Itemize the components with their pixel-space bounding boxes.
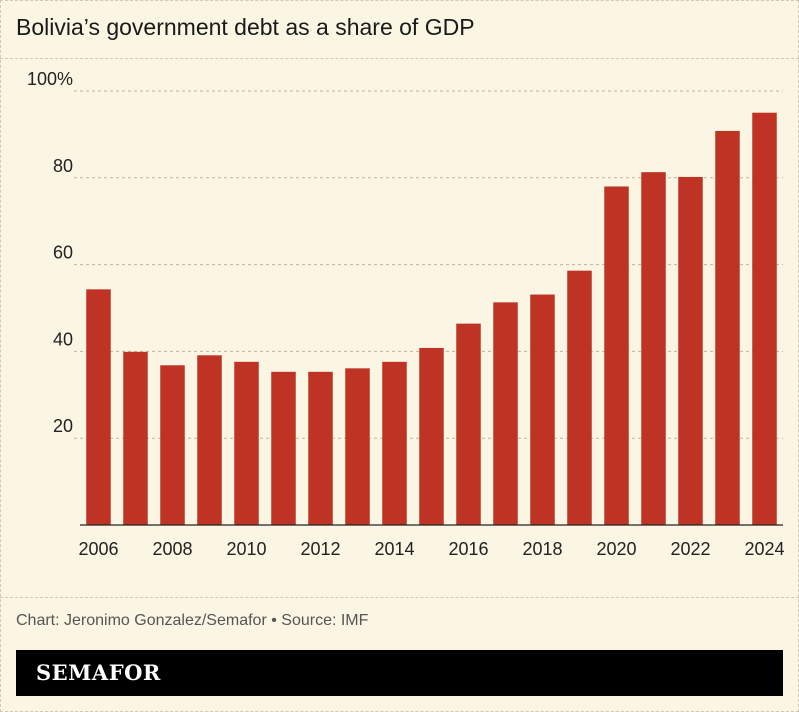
bar-2023 <box>715 130 740 525</box>
source-credit: Chart: Jeronimo Gonzalez/Semafor • Sourc… <box>16 612 369 629</box>
bar-2022 <box>678 176 703 525</box>
title-divider <box>0 58 799 59</box>
bar-2009 <box>197 355 222 525</box>
x-tick-label: 2016 <box>448 539 488 559</box>
y-tick-label: 80 <box>53 156 73 176</box>
x-tick-label: 2012 <box>300 539 340 559</box>
footer-divider <box>0 597 799 598</box>
x-tick-label: 2008 <box>152 539 192 559</box>
bar-2016 <box>456 323 481 525</box>
bar-2019 <box>567 270 592 525</box>
bar-2017 <box>493 302 518 525</box>
x-tick-label: 2006 <box>78 539 118 559</box>
y-tick-label: 40 <box>53 329 73 349</box>
bar-2020 <box>604 186 629 525</box>
bar-chart: 20 40 60 80 100% 2006 2008 2010 2012 2014 2016 201… <box>27 69 785 559</box>
x-tick-label: 2010 <box>226 539 266 559</box>
bar-2015 <box>419 347 444 525</box>
x-axis-labels: 2006 2008 2010 2012 2014 2016 2018 2020 2022 2024 <box>78 539 784 559</box>
bar-2007 <box>123 351 148 525</box>
bars <box>86 112 777 525</box>
bar-2014 <box>382 361 407 525</box>
bar-2013 <box>345 368 370 525</box>
x-tick-label: 2020 <box>596 539 636 559</box>
y-tick-label: 20 <box>53 416 73 436</box>
x-tick-label: 2014 <box>374 539 414 559</box>
bar-2006 <box>86 289 111 525</box>
brand-logo: SEMAFOR <box>36 660 161 685</box>
chart-title: Bolivia’s government debt as a share of … <box>16 14 475 40</box>
bar-2012 <box>308 371 333 525</box>
bar-2018 <box>530 294 555 525</box>
x-tick-label: 2018 <box>522 539 562 559</box>
bar-2008 <box>160 365 185 525</box>
y-axis-labels: 20 40 60 80 100% <box>27 69 73 436</box>
y-tick-label: 100% <box>27 69 73 89</box>
brand-bar: SEMAFOR <box>16 650 783 696</box>
x-tick-label: 2022 <box>670 539 710 559</box>
y-tick-label: 60 <box>53 243 73 263</box>
x-tick-label: 2024 <box>744 539 784 559</box>
bar-2021 <box>641 172 666 525</box>
bar-2024 <box>752 112 777 525</box>
bar-2010 <box>234 361 259 525</box>
bar-2011 <box>271 371 296 525</box>
